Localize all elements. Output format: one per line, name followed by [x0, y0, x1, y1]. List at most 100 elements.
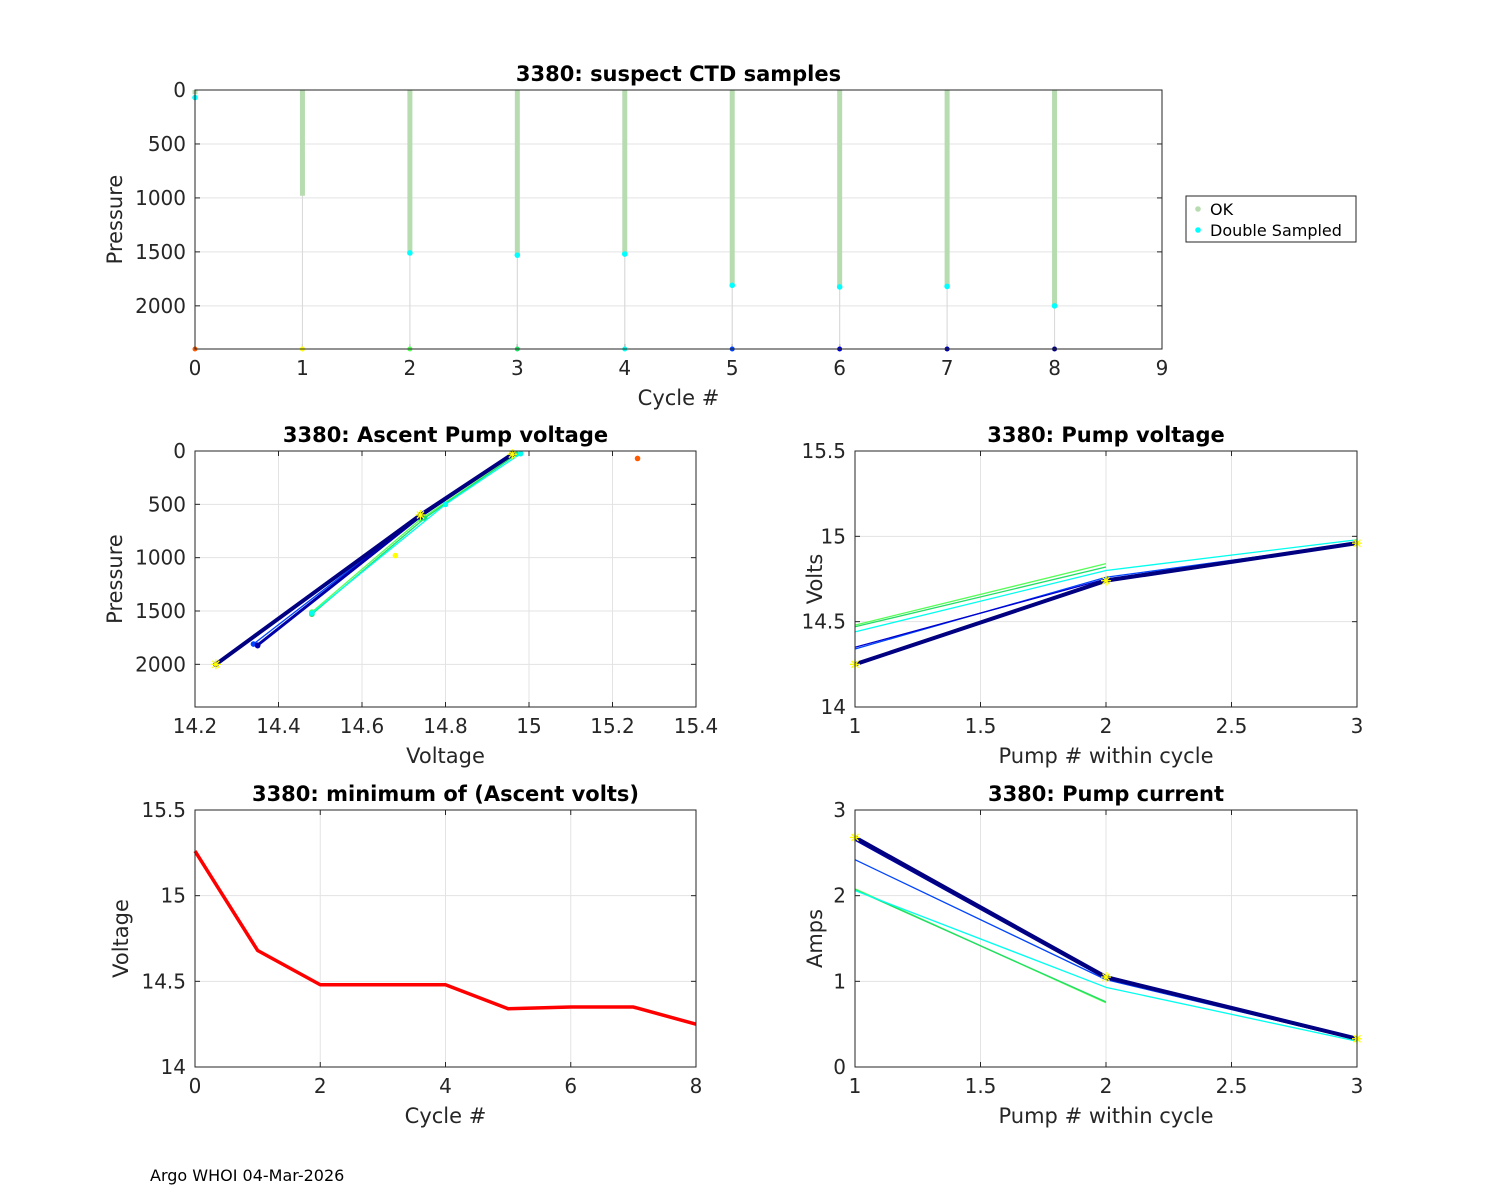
x-tick-label: 2: [1100, 714, 1113, 738]
x-axis-label: Pump # within cycle: [999, 1104, 1214, 1128]
chart-ctd: 0 1 2 3 4 5 6 7 8 9 0 500 1000 1500 2000 3380: suspect …: [103, 62, 1168, 410]
chart-pumpv: 1 1.5 2 2.5 3 14 14.5 15 15.5 3380: Pump voltage P…: [801, 423, 1363, 768]
x-tick-label: 14.2: [173, 714, 218, 738]
y-tick-label: 0: [833, 1055, 846, 1079]
x-tick-label: 2.5: [1216, 1074, 1248, 1098]
double-sampled-point: [944, 283, 950, 290]
y-tick-label: 1500: [135, 599, 186, 623]
plot-marks: [850, 832, 1362, 1044]
chart-title: 3380: minimum of (Ascent volts): [252, 782, 639, 806]
x-tick-label: 4: [439, 1074, 452, 1098]
axes-box: [194, 809, 697, 1068]
highlight-marker: [507, 449, 518, 460]
x-tick-label: 15.4: [674, 714, 719, 738]
series-line: [854, 889, 1107, 1003]
y-tick-label: 0: [173, 439, 186, 463]
y-tick-label: 15: [161, 884, 186, 908]
x-axis-label: Voltage: [406, 744, 485, 768]
x-tick-label: 0: [189, 1074, 202, 1098]
series-line: [193, 850, 697, 1026]
x-tick-label: 9: [1156, 356, 1169, 380]
x-tick-label: 8: [1048, 356, 1061, 380]
plot-marks: [850, 538, 1362, 670]
data-point: [254, 642, 261, 648]
legend-label: Double Sampled: [1210, 221, 1342, 240]
x-tick-label: 6: [833, 356, 846, 380]
x-tick-label: 14.4: [256, 714, 301, 738]
data-point: [392, 552, 399, 559]
y-axis-label: Pressure: [103, 534, 127, 624]
series-line: [854, 539, 1358, 633]
y-tick-label: 1000: [135, 546, 186, 570]
plot-area: [195, 90, 1162, 349]
x-tick-label: 2: [404, 356, 417, 380]
ticks: 0 2 4 6 8 14 14.5 15 15.5: [141, 798, 702, 1098]
chart-title: 3380: Ascent Pump voltage: [283, 423, 608, 447]
x-tick-label: 8: [690, 1074, 703, 1098]
highlight-marker: [210, 659, 221, 670]
ticks: 0 1 2 3 4 5 6 7 8 9 0 500 1000 1500 2000: [135, 78, 1168, 380]
highlight-marker: [1101, 972, 1111, 983]
x-tick-label: 4: [618, 356, 631, 380]
y-axis-label: Amps: [803, 909, 827, 968]
plot-marks: [210, 449, 641, 670]
double-sampled-point: [1051, 303, 1058, 309]
x-tick-label: 1: [849, 714, 862, 738]
y-tick-label: 500: [148, 132, 186, 156]
x-tick-label: 2.5: [1216, 714, 1248, 738]
chart-title: 3380: Pump voltage: [987, 423, 1225, 447]
y-tick-label: 500: [148, 492, 186, 516]
plot-marks: [192, 90, 1058, 352]
data-point: [517, 450, 524, 457]
plot-marks: [193, 850, 697, 1026]
y-tick-label: 15.5: [801, 439, 846, 463]
double-sampled-point: [514, 252, 521, 258]
chart-title: 3380: Pump current: [988, 782, 1224, 806]
legend-box: [1185, 195, 1357, 243]
double-sampled-point: [621, 251, 628, 257]
ticks: 1 1.5 2 2.5 3 14 14.5 15 15.5: [801, 439, 1363, 738]
footer-text: Argo WHOI 04-Mar-2026: [150, 1166, 345, 1185]
series-line: [854, 563, 1107, 626]
y-tick-label: 2000: [135, 294, 186, 318]
x-tick-label: 14.6: [340, 714, 385, 738]
x-tick-label: 2: [314, 1074, 327, 1098]
chart-minv: 0 2 4 6 8 14 14.5 15 15.5 3380: minimum of (Ascen…: [109, 782, 702, 1128]
x-axis-label: Pump # within cycle: [999, 744, 1214, 768]
legend-marker: [1195, 227, 1201, 233]
x-tick-label: 1: [296, 356, 309, 380]
axes-box: [854, 809, 1358, 1068]
y-tick-label: 14.5: [141, 969, 186, 993]
y-tick-label: 0: [173, 78, 186, 102]
x-tick-label: 15.2: [590, 714, 635, 738]
y-tick-label: 1: [833, 969, 846, 993]
y-tick-label: 2: [833, 884, 846, 908]
x-tick-label: 1: [849, 1074, 862, 1098]
axes-box: [194, 89, 1163, 350]
x-tick-label: 5: [726, 356, 739, 380]
series-line: [854, 566, 1107, 628]
highlight-marker: [1101, 575, 1111, 586]
y-tick-label: 15.5: [141, 798, 186, 822]
double-sampled-point: [729, 282, 736, 289]
chart-ascent: 14.2 14.4 14.6 14.8 15 15.2 15.4 0 500 1000 1500 20…: [103, 423, 718, 768]
y-axis-label: Volts: [803, 554, 827, 605]
x-tick-label: 6: [564, 1074, 577, 1098]
y-tick-label: 14: [161, 1055, 186, 1079]
data-point: [442, 501, 449, 508]
x-tick-label: 3: [511, 356, 524, 380]
x-tick-label: 7: [941, 356, 954, 380]
series-line: [854, 889, 1358, 1042]
y-tick-label: 14: [821, 695, 846, 719]
legend-marker: [1195, 206, 1201, 212]
x-tick-label: 1.5: [965, 714, 997, 738]
axes-box: [194, 450, 697, 708]
y-tick-label: 3: [833, 798, 846, 822]
y-tick-label: 15: [821, 524, 846, 548]
x-tick-label: 3: [1351, 714, 1364, 738]
data-point: [634, 455, 641, 462]
x-tick-label: 15: [516, 714, 541, 738]
y-tick-label: 1500: [135, 240, 186, 264]
